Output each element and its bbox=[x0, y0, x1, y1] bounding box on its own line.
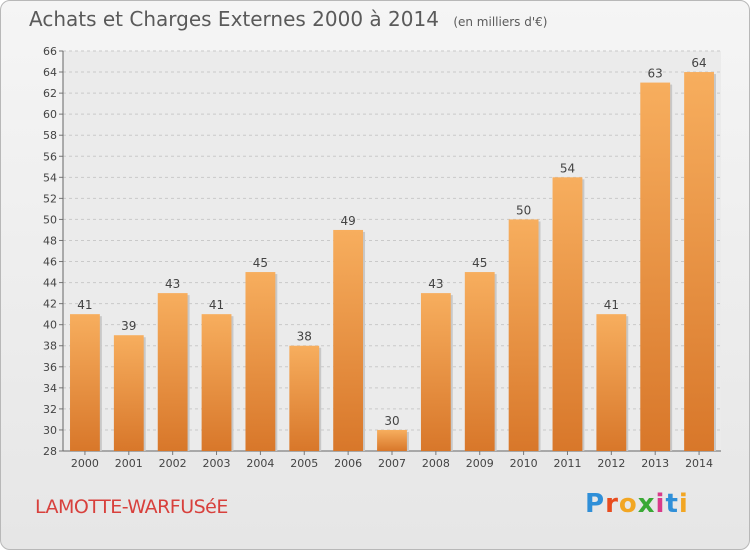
logo-letter: o bbox=[618, 489, 638, 519]
y-tick-label: 52 bbox=[43, 192, 57, 205]
proxiti-logo: Proxiti bbox=[585, 489, 689, 519]
x-tick-label: 2014 bbox=[685, 457, 713, 470]
bar bbox=[377, 429, 407, 451]
x-tick-label: 2010 bbox=[510, 457, 538, 470]
y-tick-label: 58 bbox=[43, 129, 57, 142]
y-tick-label: 36 bbox=[43, 361, 57, 374]
y-tick-label: 54 bbox=[43, 171, 57, 184]
bar bbox=[640, 82, 671, 451]
data-label: 43 bbox=[428, 277, 443, 291]
y-tick-label: 32 bbox=[43, 403, 57, 416]
y-tick-label: 38 bbox=[43, 340, 57, 353]
bar bbox=[508, 219, 539, 451]
x-tick-label: 2008 bbox=[422, 457, 450, 470]
logo-letter: r bbox=[605, 489, 619, 519]
y-tick-label: 30 bbox=[43, 424, 57, 437]
x-tick-label: 2009 bbox=[466, 457, 494, 470]
bar bbox=[333, 229, 364, 451]
data-label: 50 bbox=[516, 203, 531, 217]
y-tick-label: 46 bbox=[43, 256, 57, 269]
bar bbox=[157, 293, 188, 451]
data-label: 54 bbox=[560, 161, 575, 175]
y-tick-label: 28 bbox=[43, 445, 57, 458]
data-label: 39 bbox=[121, 319, 136, 333]
data-label: 45 bbox=[472, 256, 487, 270]
y-tick-label: 50 bbox=[43, 213, 57, 226]
bar bbox=[596, 314, 627, 451]
logo-letter: P bbox=[585, 489, 606, 519]
y-tick-label: 64 bbox=[43, 66, 57, 79]
x-tick-label: 2003 bbox=[203, 457, 231, 470]
data-label: 63 bbox=[648, 67, 663, 81]
data-label: 41 bbox=[77, 298, 92, 312]
bar bbox=[245, 272, 276, 451]
logo-letter: i bbox=[655, 489, 666, 519]
bar bbox=[552, 177, 583, 451]
chart-unit-label: (en milliers d'€) bbox=[453, 15, 548, 29]
bar bbox=[201, 314, 232, 451]
x-tick-label: 2007 bbox=[378, 457, 406, 470]
bar bbox=[464, 272, 495, 451]
x-tick-label: 2004 bbox=[246, 457, 274, 470]
data-label: 49 bbox=[340, 214, 355, 228]
y-tick-label: 40 bbox=[43, 319, 57, 332]
bar bbox=[420, 293, 451, 451]
data-label: 41 bbox=[209, 298, 224, 312]
y-tick-label: 48 bbox=[43, 234, 57, 247]
data-label: 41 bbox=[604, 298, 619, 312]
data-label: 64 bbox=[691, 56, 706, 70]
x-tick-label: 2005 bbox=[290, 457, 318, 470]
logo-letter: i bbox=[678, 489, 689, 519]
y-tick-label: 34 bbox=[43, 382, 57, 395]
y-tick-label: 42 bbox=[43, 298, 57, 311]
bar bbox=[113, 335, 144, 451]
bar bbox=[70, 314, 100, 451]
data-label: 30 bbox=[384, 414, 399, 428]
x-tick-label: 2006 bbox=[334, 457, 362, 470]
y-tick-label: 62 bbox=[43, 87, 57, 100]
x-tick-label: 2002 bbox=[159, 457, 187, 470]
chart-title: Achats et Charges Externes 2000 à 2014 (… bbox=[29, 7, 547, 31]
data-label: 38 bbox=[297, 330, 312, 344]
x-tick-label: 2011 bbox=[553, 457, 581, 470]
bar bbox=[684, 72, 714, 451]
y-tick-label: 66 bbox=[43, 45, 57, 58]
x-tick-label: 2001 bbox=[115, 457, 143, 470]
commune-name: LAMOTTE-WARFUSéE bbox=[35, 496, 228, 518]
data-label: 45 bbox=[253, 256, 268, 270]
y-tick-label: 56 bbox=[43, 150, 57, 163]
x-tick-label: 2012 bbox=[597, 457, 625, 470]
logo-letter: t bbox=[665, 489, 679, 519]
bar bbox=[289, 345, 320, 451]
y-tick-label: 60 bbox=[43, 108, 57, 121]
logo-letter: x bbox=[637, 489, 656, 519]
y-tick-label: 44 bbox=[43, 277, 57, 290]
chart-title-text: Achats et Charges Externes 2000 à 2014 bbox=[29, 7, 439, 31]
x-tick-label: 2000 bbox=[71, 457, 99, 470]
data-label: 43 bbox=[165, 277, 180, 291]
x-tick-label: 2013 bbox=[641, 457, 669, 470]
